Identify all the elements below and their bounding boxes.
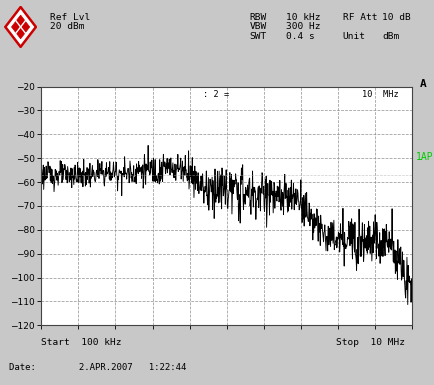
Text: 300 Hz: 300 Hz <box>286 22 321 32</box>
Polygon shape <box>11 15 30 39</box>
Text: VBW: VBW <box>250 22 267 32</box>
Text: 1AP: 1AP <box>416 152 434 162</box>
Text: : 2 =: : 2 = <box>203 90 229 99</box>
Text: Date:        2.APR.2007   1:22:44: Date: 2.APR.2007 1:22:44 <box>9 363 186 372</box>
Text: Stop  10 MHz: Stop 10 MHz <box>336 338 405 346</box>
Polygon shape <box>5 7 36 47</box>
Text: SWT: SWT <box>250 32 267 41</box>
Text: 10 kHz: 10 kHz <box>286 13 321 22</box>
Text: A: A <box>419 79 426 89</box>
Text: Start  100 kHz: Start 100 kHz <box>41 338 122 346</box>
Text: Unit: Unit <box>343 32 366 41</box>
Text: Ref Lvl: Ref Lvl <box>50 13 90 22</box>
Text: 20 dBm: 20 dBm <box>50 22 84 32</box>
Text: 0.4 s: 0.4 s <box>286 32 315 41</box>
Text: 10 dB: 10 dB <box>382 13 411 22</box>
Text: RF Att: RF Att <box>343 13 377 22</box>
Text: dBm: dBm <box>382 32 399 41</box>
Text: RBW: RBW <box>250 13 267 22</box>
Text: 10  MHz: 10 MHz <box>362 90 399 99</box>
